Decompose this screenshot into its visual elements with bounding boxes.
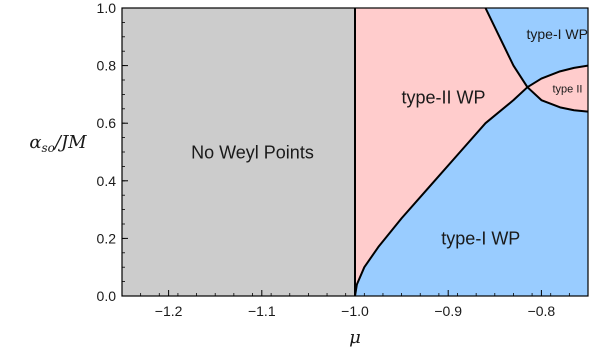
y-tick-label: 0.2 (97, 230, 117, 246)
region-label: No Weyl Points (191, 142, 314, 162)
region-labels: No Weyl Points type-II WP type-I WP type-I … (191, 26, 588, 249)
x-tick-label: −1.0 (341, 303, 369, 319)
y-tick-label: 0.6 (97, 115, 117, 131)
region-label: type-I WP (527, 26, 588, 42)
region-type-ii (355, 8, 528, 296)
region-label: type-I WP (441, 229, 520, 249)
y-tick-label: 1.0 (97, 0, 117, 16)
region-no-weyl (122, 8, 355, 296)
y-tick-label: 0.4 (97, 173, 117, 189)
region-label: type II (553, 83, 583, 95)
boundary-upper-curve (484, 8, 588, 113)
x-axis-title: μ (349, 327, 361, 348)
y-tick-label: 0.8 (97, 58, 117, 74)
y-tick-label: 0.0 (97, 288, 117, 304)
phase-boundaries (354, 8, 588, 296)
x-tick-label: −0.9 (434, 303, 462, 319)
y-axis-title: αso/JM (29, 132, 87, 155)
boundary-lower-curve (354, 86, 529, 296)
axis-ticks: −1.2 −1.1 −1.0 −0.9 −0.8 0.0 0.2 0.4 0.6 0.8 1.0 (97, 0, 589, 319)
region-label: type-II WP (402, 88, 486, 108)
x-tick-label: −1.2 (155, 303, 183, 319)
x-tick-label: −1.1 (248, 303, 276, 319)
x-tick-label: −0.8 (528, 303, 556, 319)
boundary-crossing-curve (526, 64, 588, 89)
